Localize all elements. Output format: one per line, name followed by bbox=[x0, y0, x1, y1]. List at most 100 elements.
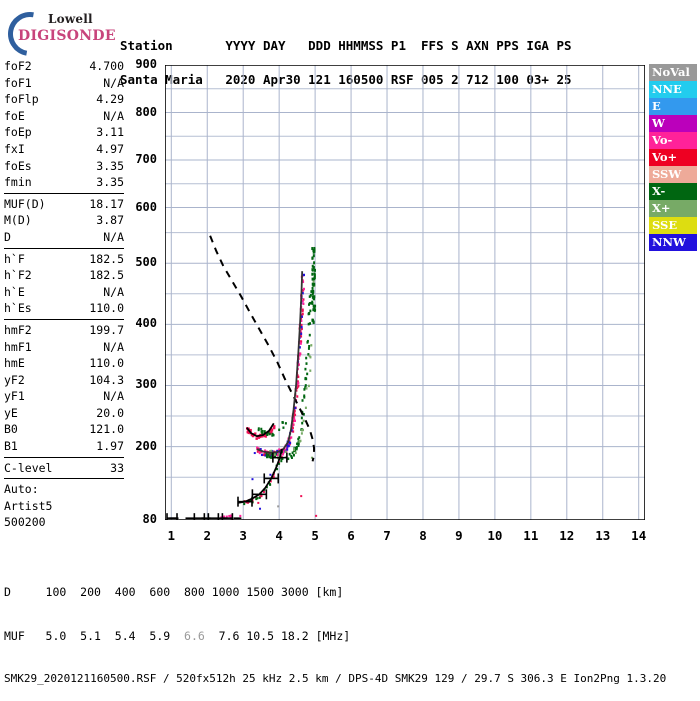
param-key: foF1 bbox=[4, 75, 32, 90]
param-group-muf: MUF(D) 18.17 M(D) 3.87 D N/A bbox=[4, 196, 124, 246]
footer-file-record: SMK29_2020121160500.RSF / 520fx512h 25 k… bbox=[4, 672, 667, 685]
x-axis-tick-label: 1 bbox=[167, 528, 176, 543]
x-axis-tick-label: 8 bbox=[419, 528, 427, 543]
station-header-values: Santa Maria 2020 Apr30 121 160500 RSF 00… bbox=[120, 72, 572, 87]
x-axis-tick-label: 5 bbox=[311, 528, 319, 543]
panel-divider bbox=[4, 192, 124, 194]
panel-divider bbox=[4, 247, 124, 249]
param-value: N/A bbox=[103, 339, 124, 354]
param-value: 3.35 bbox=[96, 175, 124, 190]
legend-item-vo-[interactable]: Vo+ bbox=[649, 149, 697, 166]
param-row: h`E N/A bbox=[4, 284, 124, 301]
x-axis-tick-label: 9 bbox=[455, 528, 463, 543]
param-key: h`Es bbox=[4, 301, 32, 316]
param-key: foEs bbox=[4, 158, 32, 173]
param-row: hmF2 199.7 bbox=[4, 322, 124, 339]
param-value: 3.11 bbox=[96, 125, 124, 140]
param-row: foE N/A bbox=[4, 108, 124, 125]
param-value: 4.29 bbox=[96, 92, 124, 107]
x-axis-tick-label: 10 bbox=[487, 528, 503, 543]
legend-item-x-[interactable]: X- bbox=[649, 183, 697, 200]
legend-item-nnw[interactable]: NNW bbox=[649, 234, 697, 251]
panel-divider bbox=[4, 478, 124, 480]
param-row: h`F2 182.5 bbox=[4, 267, 124, 284]
param-value: N/A bbox=[103, 389, 124, 404]
legend-item-ssw[interactable]: SSW bbox=[649, 166, 697, 183]
legend-item-noval[interactable]: NoVal bbox=[649, 64, 697, 81]
param-key: hmF1 bbox=[4, 339, 32, 354]
y-axis-tick-label: 900 bbox=[135, 57, 157, 71]
param-value: 4.97 bbox=[96, 141, 124, 156]
y-axis-tick-label: 200 bbox=[135, 438, 157, 453]
legend-item-vo-[interactable]: Vo- bbox=[649, 132, 697, 149]
param-row: foF1 N/A bbox=[4, 75, 124, 92]
lowell-digisonde-logo: Lowell DIGISONDE bbox=[0, 3, 116, 65]
echo-direction-legend[interactable]: NoVal NNE E W Vo- Vo+ SSW X- X+ SSE NNW bbox=[649, 64, 697, 251]
station-header-columns: Station YYYY DAY DDD HHMMSS P1 FFS S AXN… bbox=[120, 38, 572, 53]
y-axis-tick-label: 500 bbox=[135, 255, 157, 270]
param-value: 1.97 bbox=[96, 439, 124, 454]
param-key: yF2 bbox=[4, 372, 25, 387]
auto-scaler-code: 500200 bbox=[4, 515, 46, 530]
param-value: N/A bbox=[103, 229, 124, 244]
logo-brand-bottom: DIGISONDE bbox=[18, 28, 116, 44]
legend-item-nne[interactable]: NNE bbox=[649, 81, 697, 98]
param-row: D N/A bbox=[4, 229, 124, 246]
param-value: 33 bbox=[110, 460, 124, 475]
param-key: h`F bbox=[4, 251, 25, 266]
legend-item-x-[interactable]: X+ bbox=[649, 200, 697, 217]
legend-item-e[interactable]: E bbox=[649, 98, 697, 115]
param-value: 182.5 bbox=[89, 251, 124, 266]
param-row: hmF1 N/A bbox=[4, 339, 124, 356]
param-value: 18.17 bbox=[89, 196, 124, 211]
param-value: 20.0 bbox=[96, 405, 124, 420]
param-key: foFlp bbox=[4, 92, 39, 107]
param-key: yE bbox=[4, 405, 18, 420]
param-key: B0 bbox=[4, 422, 18, 437]
param-row: foEp 3.11 bbox=[4, 124, 124, 141]
param-key: D bbox=[4, 229, 11, 244]
param-group-frequencies: foF2 4.700 foF1 N/A foFlp 4.29 foE N/A foEp 3… bbox=[4, 58, 124, 191]
legend-item-w[interactable]: W bbox=[649, 115, 697, 132]
param-key: h`E bbox=[4, 284, 25, 299]
ionogram-canvas[interactable] bbox=[165, 65, 645, 520]
param-key: foE bbox=[4, 108, 25, 123]
plot-gridlines bbox=[165, 65, 645, 520]
footer-distance-row: D 100 200 400 600 800 1000 1500 3000 [km… bbox=[4, 585, 344, 599]
panel-divider bbox=[4, 318, 124, 320]
param-key: hmF2 bbox=[4, 322, 32, 337]
param-row: fxI 4.97 bbox=[4, 141, 124, 158]
param-row: foF2 4.700 bbox=[4, 58, 124, 75]
x-axis-tick-label: 2 bbox=[203, 528, 211, 543]
ionogram-scaled-traces bbox=[166, 235, 316, 520]
y-axis-tick-label: 800 bbox=[135, 104, 157, 119]
param-row: C-level 33 bbox=[4, 460, 124, 477]
param-group-clevel: C-level 33 bbox=[4, 460, 124, 477]
auto-scaler-label: Auto: bbox=[4, 482, 39, 497]
x-axis-tick-label: 4 bbox=[275, 528, 283, 543]
ionogram-echo-points bbox=[220, 246, 318, 520]
param-value: 4.700 bbox=[89, 59, 124, 73]
param-key: M(D) bbox=[4, 213, 32, 228]
y-axis-tick-label: 400 bbox=[135, 316, 157, 331]
param-key: foEp bbox=[4, 125, 32, 140]
param-row: M(D) 3.87 bbox=[4, 212, 124, 229]
x-axis-tick-label: 6 bbox=[347, 528, 355, 543]
param-value: 182.5 bbox=[89, 268, 124, 283]
param-key: B1 bbox=[4, 439, 18, 454]
plot-frame bbox=[165, 65, 645, 520]
param-row: yE 20.0 bbox=[4, 405, 124, 422]
param-value: N/A bbox=[103, 108, 124, 123]
param-value: N/A bbox=[103, 75, 124, 90]
station-header: Station YYYY DAY DDD HHMMSS P1 FFS S AXN… bbox=[120, 20, 572, 105]
param-value: N/A bbox=[103, 284, 124, 299]
param-row: B0 121.0 bbox=[4, 421, 124, 438]
param-value: 3.35 bbox=[96, 158, 124, 173]
y-axis-tick-label: 600 bbox=[135, 199, 157, 214]
param-row: MUF(D) 18.17 bbox=[4, 196, 124, 213]
ionogram-plot[interactable] bbox=[165, 65, 645, 520]
param-row: h`F 182.5 bbox=[4, 251, 124, 268]
panel-divider bbox=[4, 456, 124, 458]
param-group-profile: hmF2 199.7 hmF1 N/A hmE 110.0 yF2 104.3 yF1 N… bbox=[4, 322, 124, 455]
legend-item-sse[interactable]: SSE bbox=[649, 217, 697, 234]
